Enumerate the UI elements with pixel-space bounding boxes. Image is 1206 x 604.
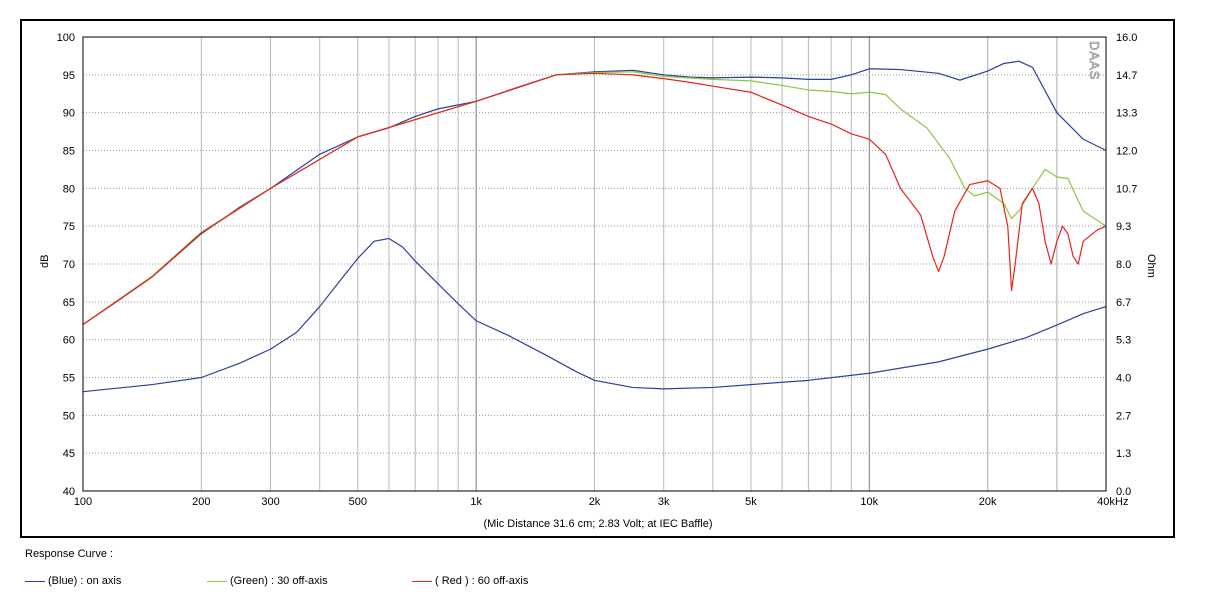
legend-label-blue: (Blue) : on axis <box>48 575 122 587</box>
y-axis-label-left: dB <box>39 255 51 268</box>
right-axis-ticks: 0.0 1.3 2.7 4.0 5.3 6.7 8.0 9.3 10.7 12.0 13.3 14.7… <box>1116 32 1137 498</box>
x-tick-label: 100 <box>74 496 92 508</box>
legend-swatch-green <box>207 580 227 582</box>
frequency-response-chart: 40 45 50 55 60 65 70 75 80 85 90 95 100 0.0 1.3 2.7 4.0… <box>39 32 1157 530</box>
series-line-impedance <box>82 237 1107 393</box>
x-axis-unit: Hz <box>1115 496 1128 508</box>
legend-title: Response Curve : <box>25 548 114 560</box>
y-left-tick-label: 45 <box>63 448 75 460</box>
x-tick-label: 10k <box>860 496 878 508</box>
y-left-tick-label: 100 <box>57 32 75 44</box>
grid <box>83 37 1106 491</box>
x-tick-label: 1k <box>470 496 482 508</box>
y-left-tick-label: 65 <box>63 297 75 309</box>
y-right-tick-label: 4.0 <box>1116 373 1131 385</box>
x-tick-label: 300 <box>261 496 279 508</box>
y-right-tick-label: 5.3 <box>1116 335 1131 347</box>
y-right-tick-label: 0.0 <box>1116 486 1131 498</box>
x-tick-label: 500 <box>349 496 367 508</box>
series-group <box>82 60 1107 393</box>
y-left-tick-label: 90 <box>63 108 75 120</box>
y-right-tick-label: 12.0 <box>1116 146 1137 158</box>
x-tick-label: 5k <box>745 496 757 508</box>
legend-label-red: ( Red ) : 60 off-axis <box>435 575 529 587</box>
legend-item-red: ( Red ) : 60 off-axis <box>412 575 528 587</box>
chart-subtitle: (Mic Distance 31.6 cm; 2.83 Volt; at IEC… <box>483 518 712 530</box>
plot-area-border <box>82 36 1107 492</box>
y-left-tick-label: 60 <box>63 335 75 347</box>
y-left-tick-label: 85 <box>63 146 75 158</box>
y-left-tick-label: 50 <box>63 410 75 422</box>
series-line-red-60-off-axis <box>82 72 1107 326</box>
legend-label-green: (Green) : 30 off-axis <box>230 575 328 587</box>
y-right-tick-label: 14.7 <box>1116 70 1137 82</box>
legend-item-green: (Green) : 30 off-axis <box>207 575 328 587</box>
y-axis-label-right: Ohm <box>1145 254 1157 278</box>
y-left-tick-label: 80 <box>63 183 75 195</box>
legend-swatch-red <box>412 580 432 582</box>
y-left-tick-label: 95 <box>63 70 75 82</box>
y-left-tick-label: 55 <box>63 373 75 385</box>
series-line-blue-on-axis <box>82 60 1107 326</box>
x-tick-label: 40k <box>1097 496 1115 508</box>
legend-item-blue: (Blue) : on axis <box>25 575 121 587</box>
x-tick-label: 3k <box>658 496 670 508</box>
y-left-tick-label: 40 <box>63 486 75 498</box>
y-right-tick-label: 13.3 <box>1116 108 1137 120</box>
x-tick-label: 2k <box>589 496 601 508</box>
chart-frame: 40 45 50 55 60 65 70 75 80 85 90 95 100 0.0 1.3 2.7 4.0… <box>20 19 1175 538</box>
y-right-tick-label: 1.3 <box>1116 448 1131 460</box>
y-right-tick-label: 8.0 <box>1116 259 1131 271</box>
brand-watermark: DAAS <box>1087 41 1102 80</box>
y-right-tick-label: 6.7 <box>1116 297 1131 309</box>
y-right-tick-label: 9.3 <box>1116 221 1131 233</box>
y-right-tick-label: 10.7 <box>1116 183 1137 195</box>
y-right-tick-label: 16.0 <box>1116 32 1137 44</box>
left-axis-ticks: 40 45 50 55 60 65 70 75 80 85 90 95 100 <box>57 32 75 498</box>
x-axis-ticks: 100 200 300 500 1k 2k 3k 5k 10k 20k 40k <box>74 496 1116 508</box>
legend-swatch-blue <box>25 580 45 582</box>
y-left-tick-label: 70 <box>63 259 75 271</box>
y-left-tick-label: 75 <box>63 221 75 233</box>
x-tick-label: 200 <box>192 496 210 508</box>
y-right-tick-label: 2.7 <box>1116 410 1131 422</box>
x-tick-label: 20k <box>979 496 997 508</box>
